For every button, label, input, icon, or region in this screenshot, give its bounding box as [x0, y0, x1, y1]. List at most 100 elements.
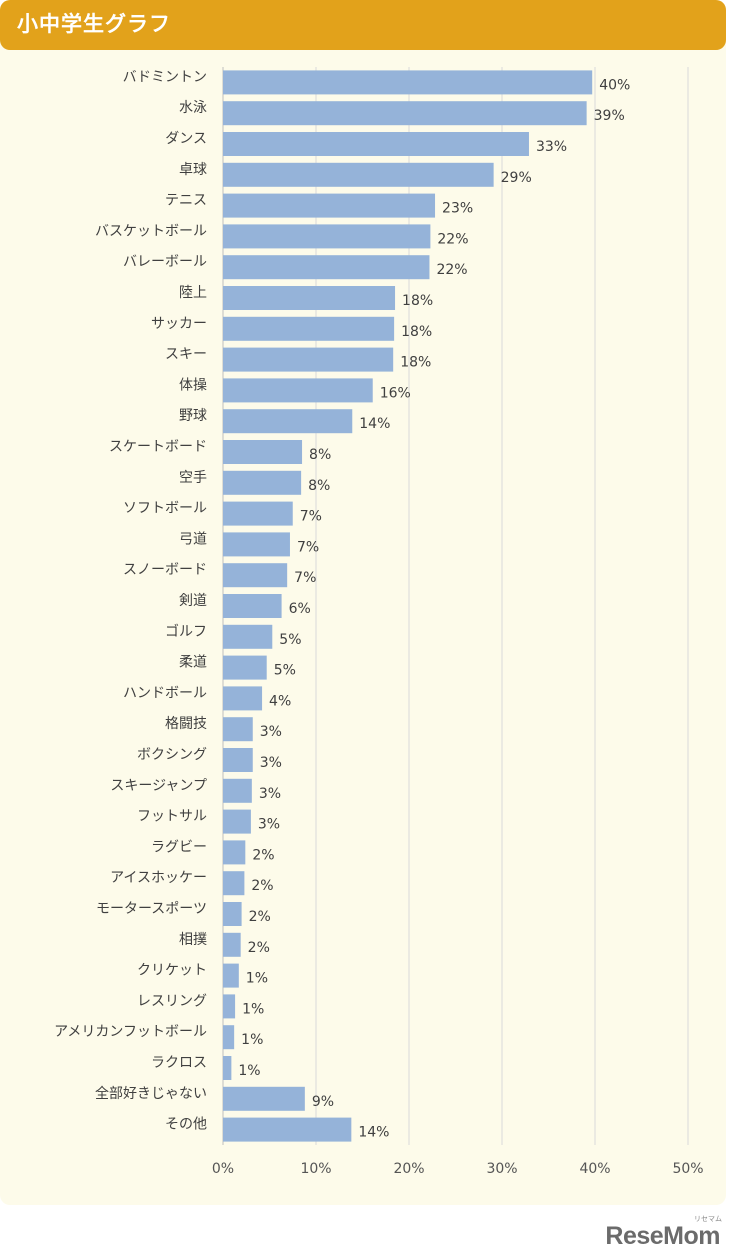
category-label: サッカー — [151, 316, 207, 332]
data-label: 18% — [401, 324, 432, 340]
x-tick-label: 10% — [300, 1161, 331, 1177]
bar — [223, 501, 293, 526]
category-label: ダンス — [165, 131, 207, 147]
data-label: 18% — [400, 355, 431, 371]
bar — [223, 162, 494, 187]
category-label: 水泳 — [179, 100, 207, 116]
category-label: ハンドボール — [123, 685, 207, 701]
data-label: 16% — [380, 385, 411, 401]
data-label: 7% — [294, 570, 316, 586]
bar — [223, 409, 353, 434]
data-label: 23% — [442, 201, 473, 217]
data-label: 1% — [238, 1063, 260, 1079]
bar — [223, 686, 263, 711]
data-label: 2% — [252, 847, 274, 863]
category-label: 空手 — [179, 470, 207, 486]
x-tick-label: 20% — [393, 1161, 424, 1177]
bar — [223, 840, 246, 865]
bar — [223, 255, 430, 280]
x-tick-label: 40% — [579, 1161, 610, 1177]
bar — [223, 563, 288, 588]
x-tick-label: 0% — [212, 1161, 234, 1177]
data-label: 33% — [536, 139, 567, 155]
category-label: ラグビー — [151, 839, 207, 855]
bar — [223, 224, 431, 249]
bar — [223, 655, 267, 680]
category-label: ソフトボール — [123, 501, 207, 517]
bar — [223, 809, 251, 834]
data-label: 14% — [359, 416, 390, 432]
data-label: 22% — [436, 262, 467, 278]
category-label: アメリカンフットボール — [54, 1024, 207, 1040]
category-label: フットサル — [137, 809, 207, 825]
data-label: 9% — [312, 1094, 334, 1110]
data-label: 1% — [241, 1032, 263, 1048]
bar — [223, 532, 290, 557]
data-label: 39% — [594, 108, 625, 124]
category-label: スキー — [165, 347, 207, 363]
category-label: 弓道 — [179, 531, 207, 547]
data-label: 29% — [501, 170, 532, 186]
bar — [223, 1086, 305, 1111]
category-label: ゴルフ — [165, 623, 207, 640]
data-label: 8% — [308, 478, 330, 494]
bar — [223, 1025, 235, 1050]
category-label: スケートボード — [109, 439, 207, 455]
bar — [223, 932, 241, 957]
category-label: ボクシング — [137, 747, 207, 763]
bar — [223, 132, 529, 156]
category-label: 全部好きじゃない — [95, 1085, 207, 1102]
data-label: 3% — [260, 755, 282, 771]
bar-chart: 0% 10% 20% 30% 40% 50% バドミントン 40% 水泳 39% ダンス 33% 卓球 2… — [54, 67, 704, 1177]
data-label: 4% — [269, 693, 291, 709]
bar — [223, 963, 239, 988]
bar — [223, 1117, 352, 1142]
data-label: 8% — [309, 447, 331, 463]
category-label: バレーボール — [123, 254, 207, 270]
resemom-logo: ReseMom — [605, 1222, 720, 1250]
bar — [223, 470, 302, 495]
category-label: バドミントン — [123, 69, 207, 85]
data-label: 1% — [242, 1001, 264, 1017]
data-label: 5% — [274, 663, 296, 679]
category-label: クリケット — [137, 963, 207, 979]
category-label: 卓球 — [179, 162, 207, 178]
bar — [223, 594, 282, 618]
data-label: 14% — [358, 1125, 389, 1141]
data-label: 2% — [251, 878, 273, 894]
bar — [223, 1056, 232, 1080]
bar — [223, 994, 236, 1019]
category-label: レスリング — [137, 993, 207, 1009]
x-tick-label: 30% — [486, 1161, 517, 1177]
bar — [223, 101, 587, 126]
x-tick-label: 50% — [672, 1161, 703, 1177]
bar — [223, 440, 303, 464]
data-label: 1% — [246, 971, 268, 987]
category-label: 相撲 — [179, 932, 207, 948]
category-label: アイスホッケー — [110, 870, 207, 886]
category-label: 陸上 — [179, 285, 207, 301]
category-label: 柔道 — [179, 655, 207, 671]
category-label: バスケットボール — [95, 223, 207, 239]
category-label: モータースポーツ — [96, 901, 207, 917]
category-label: スキージャンプ — [110, 778, 207, 794]
logo-subtext: リセマム — [694, 1215, 722, 1223]
chart-title: 小中学生グラフ — [17, 12, 171, 36]
bar — [223, 316, 395, 341]
bar — [223, 378, 373, 403]
data-label: 2% — [248, 940, 270, 956]
category-label: その他 — [165, 1117, 207, 1133]
category-label: 剣道 — [179, 593, 207, 609]
bar — [223, 347, 394, 372]
bar — [223, 624, 273, 649]
data-label: 3% — [260, 724, 282, 740]
data-label: 3% — [258, 817, 280, 833]
bar — [223, 748, 253, 772]
data-label: 2% — [249, 909, 271, 925]
category-label: ラクロス — [151, 1055, 207, 1071]
bar — [223, 871, 245, 896]
category-label: テニス — [165, 193, 207, 209]
data-label: 6% — [289, 601, 311, 617]
data-label: 3% — [259, 786, 281, 802]
bar — [223, 717, 253, 742]
